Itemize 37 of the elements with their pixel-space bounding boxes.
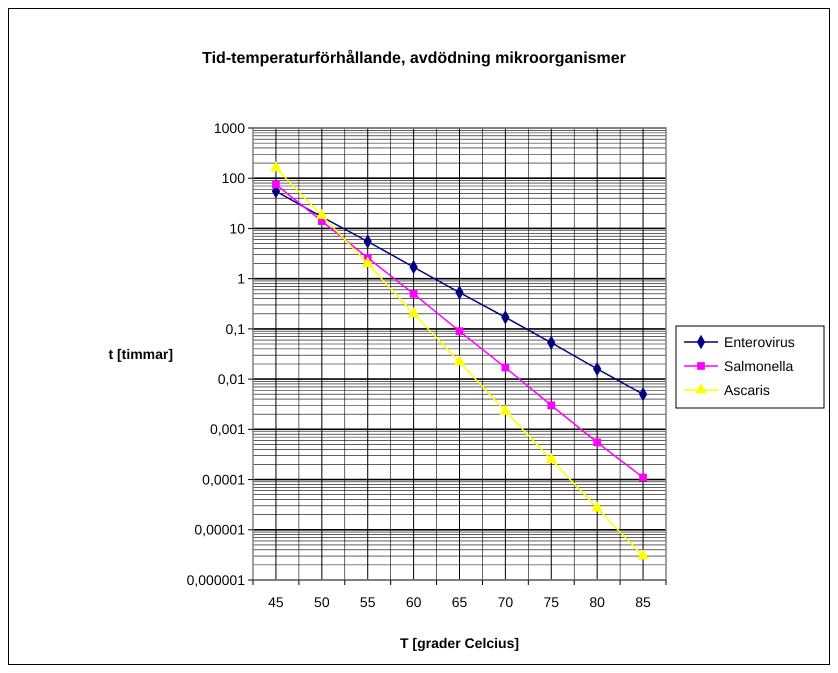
point [591,501,604,512]
legend-label: Ascaris [724,382,770,398]
x-tick-label: 60 [406,594,422,610]
y-tick-label: 1 [237,270,246,287]
x-tick-label: 50 [314,594,330,610]
y-tick-label: 0,001 [210,421,246,438]
point [456,327,464,336]
y-tick-label: 0,01 [218,371,246,388]
point [454,355,466,366]
x-tick-label: 80 [589,594,606,610]
point [639,474,647,482]
point [502,364,510,372]
y-axis-title: t [timmar] [108,346,173,362]
x-tick-label: 70 [498,594,514,610]
y-tick-label: 0,000001 [186,572,246,588]
point [547,402,556,410]
point [410,290,418,298]
chart-title: Tid-temperaturförhållande, avdödning mikroorganismer [202,49,626,67]
x-tick-label: 55 [360,594,376,610]
point [500,404,512,415]
x-tick-label: 65 [452,594,468,610]
y-tick-label: 100 [222,170,246,186]
point [637,549,649,560]
point [272,180,280,188]
x-tick-label: 85 [635,594,652,610]
x-tick-label: 45 [268,594,284,610]
y-tick-label: 0,0001 [202,471,246,488]
point [593,438,602,446]
y-tick-label: 0,1 [226,320,246,337]
y-tick-label: 1000 [214,120,246,136]
y-tick-label: 0,00001 [194,522,246,538]
legend-label: Salmonella [724,358,794,374]
point [545,452,558,463]
x-tick-label: 75 [543,594,560,610]
legend-label: Enterovirus [724,334,795,350]
x-axis-title: T [grader Celcius] [400,635,520,651]
y-tick-label: 10 [229,220,246,236]
